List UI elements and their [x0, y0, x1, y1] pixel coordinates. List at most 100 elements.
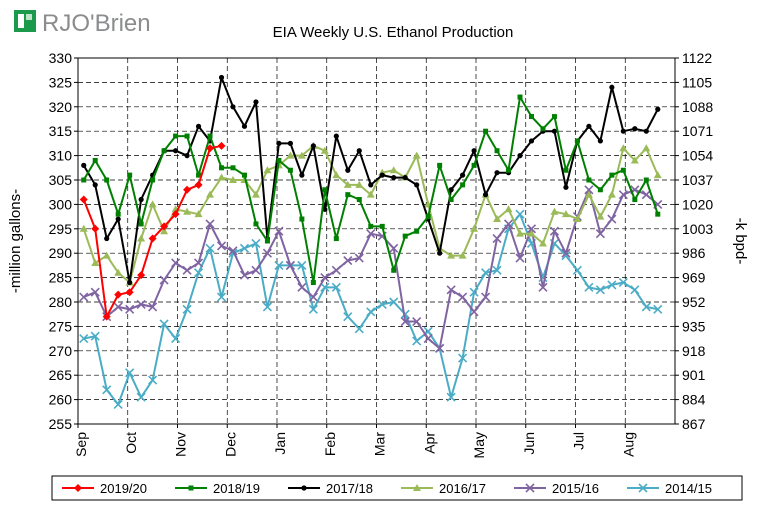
- data-point: [113, 302, 123, 312]
- data-point: [90, 287, 100, 297]
- y2-tick-label: 952: [682, 294, 706, 310]
- data-point: [597, 138, 603, 144]
- y-tick-label: 310: [49, 148, 73, 164]
- data-point: [389, 243, 399, 253]
- data-point: [299, 216, 305, 222]
- data-point: [205, 243, 215, 253]
- data-point: [366, 190, 375, 198]
- data-point: [92, 157, 98, 163]
- data-point: [460, 182, 466, 188]
- data-point: [206, 190, 215, 198]
- legend-item: 2014/15: [627, 481, 712, 496]
- data-point: [586, 177, 592, 183]
- data-point: [597, 187, 603, 193]
- y2-tick-label: 969: [682, 270, 706, 286]
- data-point: [159, 275, 169, 285]
- y-tick-label: 305: [49, 172, 73, 188]
- data-point: [161, 148, 167, 154]
- data-point: [90, 331, 100, 341]
- data-point: [81, 177, 87, 183]
- series-line: [82, 96, 659, 284]
- data-point: [643, 128, 649, 134]
- data-point: [274, 260, 284, 270]
- data-point: [136, 392, 146, 402]
- data-point: [515, 209, 525, 219]
- data-point: [115, 211, 121, 217]
- data-point: [253, 99, 259, 105]
- data-point: [528, 114, 534, 120]
- grid: [78, 58, 675, 424]
- y-tick-label: 285: [49, 270, 73, 286]
- y-tick-label: 260: [49, 392, 73, 408]
- legend-label: 2016/17: [439, 481, 486, 496]
- x-tick-label: Jan: [272, 432, 288, 455]
- data-point: [551, 128, 558, 134]
- data-point: [356, 197, 362, 203]
- data-point: [389, 166, 398, 174]
- legend-item: 2018/19: [175, 481, 260, 496]
- legend-marker: [638, 483, 648, 493]
- data-point: [297, 151, 306, 159]
- data-point: [216, 292, 227, 302]
- data-point: [193, 258, 204, 268]
- data-point: [322, 187, 328, 193]
- data-point: [171, 334, 181, 344]
- data-point: [239, 270, 250, 280]
- data-point: [400, 316, 410, 327]
- data-point: [563, 167, 569, 173]
- data-point: [263, 166, 272, 174]
- data-point: [368, 223, 374, 229]
- legend-item: 2015/16: [514, 481, 599, 496]
- data-point: [517, 94, 523, 100]
- data-point: [563, 184, 569, 190]
- data-point: [102, 385, 112, 395]
- y2-tick-label: 901: [682, 367, 706, 383]
- data-point: [494, 170, 500, 176]
- data-point: [540, 126, 546, 132]
- data-point: [538, 282, 548, 292]
- data-point: [216, 241, 227, 251]
- data-point: [114, 290, 123, 299]
- data-point: [331, 282, 341, 292]
- y2-tick-label: 884: [682, 392, 706, 408]
- y-tick-label: 325: [49, 74, 73, 90]
- x-tick-label: Apr: [421, 432, 437, 454]
- data-point: [492, 265, 502, 275]
- data-point: [402, 233, 408, 239]
- data-point: [596, 212, 605, 220]
- data-point: [299, 172, 305, 178]
- data-point: [425, 214, 431, 220]
- data-point: [641, 190, 651, 200]
- y2-tick-label: 935: [682, 318, 706, 334]
- data-point: [435, 343, 445, 353]
- data-point: [297, 260, 307, 270]
- y-tick-label: 280: [49, 294, 73, 310]
- data-point: [391, 174, 397, 181]
- data-point: [561, 251, 571, 261]
- data-point: [308, 304, 318, 314]
- data-point: [481, 268, 491, 278]
- legend-label: 2015/16: [552, 481, 599, 496]
- data-point: [230, 165, 236, 171]
- data-point: [437, 250, 443, 256]
- data-point: [549, 226, 560, 236]
- data-point: [286, 151, 295, 159]
- data-point: [643, 177, 649, 183]
- data-point: [160, 227, 169, 235]
- data-point: [239, 243, 250, 253]
- series-layer: [79, 74, 663, 410]
- legend-label: 2014/15: [665, 481, 712, 496]
- rjobrien-logo: RJO'Brien: [14, 10, 151, 37]
- data-point: [584, 185, 594, 195]
- data-point: [414, 182, 420, 188]
- data-point: [356, 148, 362, 154]
- data-point: [655, 211, 661, 217]
- data-point: [366, 229, 376, 239]
- logo-mark-icon: [14, 10, 36, 32]
- data-point: [148, 302, 158, 312]
- data-point: [125, 288, 134, 297]
- data-point: [160, 222, 169, 231]
- legend-marker: [188, 485, 194, 491]
